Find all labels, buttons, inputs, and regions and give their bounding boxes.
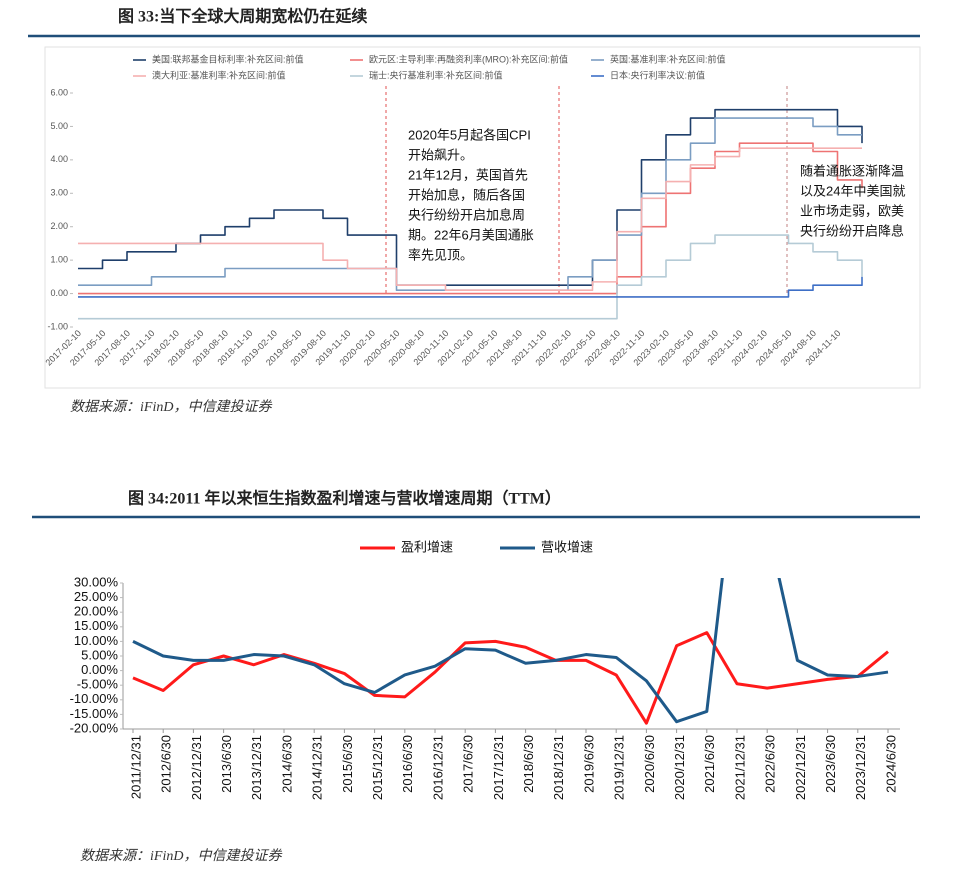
plot-lines [132,578,889,725]
y-tick-label: 25.00% [74,589,119,604]
x-tick-label: 2014/12/31 [310,735,325,800]
y-tick-label: 10.00% [74,633,119,648]
x-tick-label: 2015/6/30 [340,735,355,793]
annotation-box [795,160,917,240]
x-tick-label: 2019/12/31 [612,735,627,800]
x-tick-label: 2022/12/31 [793,735,808,800]
x-tick-label: 2017/6/30 [461,735,476,793]
x-tick-label: 2013/6/30 [219,735,234,793]
x-tick-label: 2024/6/30 [883,735,898,793]
annotation: 业市场走弱，欧美 [800,203,904,218]
x-labels: 2011/12/31 2012/6/30 2012/12/31 2013/6/30 20… [128,735,898,800]
y-tick-label: -20.00% [70,720,119,735]
y-tick-label: 6.00 [50,87,68,97]
series-line [78,276,863,298]
chart-frame [44,46,921,389]
source-note: 数据来源：iFinD，中信建投证券 [70,399,272,415]
x-tick-label: 2020/6/30 [642,735,657,793]
annotation: 开始加息，随后各国 [408,187,525,202]
y-tick-label: 0.00 [50,288,68,298]
series-line [78,234,863,320]
annotation: 开始飙升。 [408,147,473,162]
y-tick-label: 30.00% [74,574,119,589]
x-tick-label: 2013/12/31 [249,735,264,800]
annotation-box [400,122,550,270]
legend-label: 英国:基准利率:补充区间:前值 [610,53,726,64]
y-tick-label: -1.00 [47,321,68,331]
series-line [78,147,862,292]
legend-label: 澳大利亚:基准利率:补充区间:前值 [152,69,286,80]
y-tick-label: 15.00% [74,618,119,633]
y-tick-label: 5.00% [81,647,118,662]
x-tick-label: 2019/6/30 [581,735,596,793]
x-tick-label: 2017/12/31 [491,735,506,800]
chart-title: 图 34:2011 年以来恒生指数盈利增速与营收增速周期（TTM） [128,489,561,508]
y-tick-label: 5.00 [50,121,68,131]
x-tick-label: 2014/6/30 [279,735,294,793]
legend-label: 盈利增速 [401,539,453,554]
y-tick-label: 2.00 [50,221,68,231]
y-tick-label: 20.00% [74,604,119,619]
series-line [132,631,889,725]
y-tick-label: 0.00% [81,662,118,677]
chart-title: 图 33:当下全球大周期宽松仍在延续 [118,7,367,26]
x-tick-label: 2020/12/31 [672,735,687,800]
annotation: 央行纷纷开启加息周 [408,207,525,222]
x-tick-label: 2022/6/30 [763,735,778,793]
annotation: 21年12月，英国首先 [408,167,528,182]
x-tick-label: 2016/6/30 [400,735,415,793]
y-tick-label: 1.00 [50,255,68,265]
x-tick-label: 2021/6/30 [702,735,717,793]
series-line [78,142,863,295]
legend-label: 日本:央行利率决议:前值 [610,69,705,80]
x-tick-label: 2023/6/30 [823,735,838,793]
source-note: 数据来源：iFinD，中信建投证券 [80,848,282,864]
annotation: 期。22年6月美国通胀 [408,227,534,242]
annotation: 以及24年中美国就 [800,183,905,198]
y-tick-label: -5.00% [77,677,119,692]
x-tick-label: 2011/12/31 [128,735,143,799]
y-tick-label: 4.00 [50,154,68,164]
annotation: 央行纷纷开启降息 [800,223,904,238]
x-tick-label: 2018/6/30 [521,735,536,793]
y-tick-label: -10.00% [70,691,119,706]
annotation: 随着通胀逐渐降温 [800,163,904,178]
x-tick-label: 2021/12/31 [732,735,747,800]
legend-label: 美国:联邦基金目标利率:补充区间:前值 [152,53,304,64]
y-tick-label: -15.00% [70,706,119,721]
x-labels: 2017-02-102017-05-102017-08-102017-11-10… [43,328,842,368]
x-tick-label: 2016/12/31 [430,735,445,800]
legend-label: 瑞士:央行基准利率:补充区间:前值 [369,69,503,80]
x-tick-label: 2012/6/30 [159,735,174,793]
legend-label: 欧元区:主导利率:再融资利率(MRO):补充区间:前值 [369,53,568,64]
series-line [132,578,889,724]
annotation: 2020年5月起各国CPI [408,127,531,142]
annotation: 率先见顶。 [408,247,473,262]
x-tick-label: 2015/12/31 [370,735,385,800]
y-tick-label: 3.00 [50,188,68,198]
x-tick-label: 2012/12/31 [189,735,204,800]
x-tick-label: 2018/12/31 [551,735,566,800]
x-tick-label: 2023/12/31 [853,735,868,800]
legend-label: 营收增速 [541,539,593,554]
plot-lines [78,108,863,320]
